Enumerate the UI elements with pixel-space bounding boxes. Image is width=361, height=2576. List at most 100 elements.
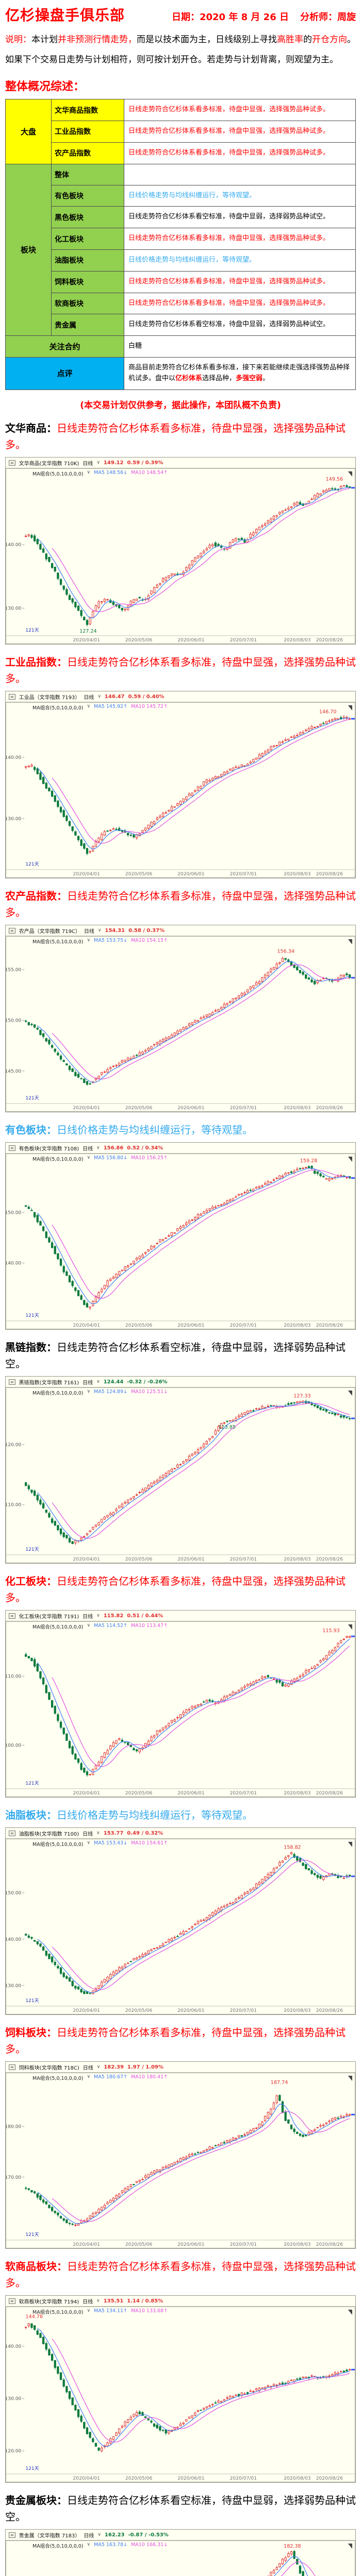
x-axis-date-label: 2020/06/01	[177, 638, 204, 643]
chevron-down-icon[interactable]: ∨	[87, 1840, 91, 1845]
ma-indicator-row: MA组合(5,0,10,0,0,0) ∨ MA5 156.80↓ MA10 156.2…	[32, 1155, 168, 1162]
x-axis-date-label: 2020/04/01	[73, 638, 100, 643]
x-axis-date-label: 2020/06/01	[177, 2476, 204, 2481]
section-name: 油脂板块：	[5, 1808, 57, 1821]
chart-header: ∞ 软商板块(文华指数 7194) 日线 ∨ 135.51 1.14 / 0.85%	[6, 2296, 355, 2307]
x-axis-date-label: 2020/08/26	[316, 2242, 343, 2247]
chart-header: ∞ 黑链指数(文华指数 7161) 日线 ∨ 124.44 -0.32 / -0.26%	[6, 1377, 355, 1387]
days-count-label: 121天	[25, 1313, 39, 1318]
chevron-down-icon[interactable]: ∨	[96, 1831, 100, 1836]
x-axis-date-label: 2020/04/01	[73, 1323, 100, 1328]
chart-plot: MA组合(5,0,10,0,0,0) ∨ MA5 163.78↓ MA10 166.3…	[6, 2540, 355, 2576]
chart-header: ∞ 化工板块(文华指数 7191) 日线 ∨ 115.82 0.51 / 0.44%	[6, 1611, 355, 1621]
chevron-down-icon[interactable]: ∨	[96, 1145, 100, 1151]
chart-plot: MA组合(5,0,10,0,0,0) ∨ MA5 145.92↑ MA10 145.7…	[6, 702, 355, 878]
ma-settings-label: MA组合(5,0,10,0,0,0)	[32, 2309, 84, 2315]
y-axis-tick-label: 130.00	[6, 2397, 21, 2402]
x-axis-date-label: 2020/06/01	[177, 1791, 204, 1796]
section-title: 有色板块：日线价格走势与均线纠缠运行，等待观望。	[5, 1122, 356, 1138]
x-axis-date-label: 2020/06/01	[177, 1557, 204, 1562]
x-axis-date-label: 2020/08/03	[284, 1323, 311, 1328]
table-group-cell: 板块	[5, 163, 52, 336]
ma5-value-label: MA5 153.75↓	[94, 937, 128, 943]
chevron-down-icon[interactable]: ∨	[96, 2064, 101, 2070]
x-axis-date-label: 2020/07/01	[230, 872, 257, 877]
chart-change-label: 0.59 / 0.40%	[128, 693, 165, 700]
y-axis-tick-label: 145.00	[6, 1069, 21, 1074]
ma-settings-label: MA组合(5,0,10,0,0,0)	[32, 1156, 84, 1162]
x-axis-date-label: 2020/08/26	[316, 1323, 343, 1328]
chart-symbol-label: 农产品（文华指数 719C）	[19, 928, 80, 935]
candles	[25, 484, 351, 626]
chevron-down-icon[interactable]: ∨	[87, 937, 91, 943]
ma-settings-label: MA组合(5,0,10,0,0,0)	[32, 2075, 84, 2081]
chevron-down-icon[interactable]: ∨	[96, 1379, 100, 1385]
ma10-value-label: MA10 180.41↑	[131, 2074, 168, 2080]
section-title: 贵金属板块：日线走势符合亿杉体系看空标准，待盘中显弱，选择弱势品种试空。	[5, 2492, 356, 2525]
section-name: 工业品指数：	[5, 655, 67, 668]
chevron-down-icon[interactable]: ∨	[97, 2532, 101, 2538]
chevron-down-icon[interactable]: ∨	[87, 469, 91, 475]
x-axis-date-label: 2020/08/26	[316, 1791, 343, 1796]
chevron-down-icon[interactable]: ∨	[87, 1155, 91, 1160]
text-segment: 说明：	[5, 35, 31, 45]
ma-settings-label: MA组合(5,0,10,0,0,0)	[32, 2543, 84, 2549]
chart-header: ∞ 贵金属（文华指数 7183） 日线 ∨ 162.23 -0.87 / -0.53%	[6, 2530, 355, 2540]
analysis-section: 油脂板块：日线价格走势与均线纠缠运行，等待观望。 ∞ 油脂板块(文华指数 7100)…	[5, 1807, 356, 2015]
chart-change-label: 0.58 / 0.37%	[128, 927, 165, 934]
table-row: 饲料板块 日线走势符合亿杉体系看多标准，待盘中显强，选择强势品种试多。	[6, 270, 356, 293]
table-desc-cell: 日线走势符合亿杉体系看多标准，待盘中显强，选择强势品种试多。	[124, 99, 356, 121]
chevron-down-icon[interactable]: ∨	[87, 1388, 91, 1394]
chevron-down-icon[interactable]: ∨	[87, 703, 91, 709]
x-axis-date-label: 2020/07/01	[230, 1323, 257, 1328]
chart-change-label: 0.52 / 0.34%	[127, 1145, 163, 1151]
table-name-cell: 饲料板块	[51, 270, 124, 293]
price-chart-panel: ∞ 软商板块(文华指数 7194) 日线 ∨ 135.51 1.14 / 0.85% MA组…	[5, 2295, 356, 2483]
price-chart-panel: ∞ 文华商品(文华指数 710K) 日线 ∨ 149.12 0.59 / 0.39% MA组…	[5, 456, 356, 645]
section-title: 化工板块：日线走势符合亿杉体系看多标准，待盘中显强，选择强势品种试多。	[5, 1573, 356, 1606]
price-chart-panel: ∞ 黑链指数(文华指数 7161) 日线 ∨ 124.44 -0.32 / -0.26% M…	[5, 1376, 356, 1564]
ma-settings-label: MA组合(5,0,10,0,0,0)	[32, 1390, 84, 1396]
chart-last-price: 124.44	[103, 1379, 124, 1385]
ma10-value-label: MA10 166.31↓	[131, 2541, 168, 2548]
chevron-down-icon[interactable]: ∨	[97, 694, 101, 700]
chevron-down-icon[interactable]: ∨	[87, 2541, 91, 2547]
analyst-label: 分析师：周旋	[300, 12, 356, 23]
table-desc-cell: 日线价格走势与均线纠缠运行，等待观望。	[124, 184, 356, 207]
chart-last-price: 156.86	[103, 1145, 124, 1151]
section-comment: 日线走势符合亿杉体系看多标准，待盘中显强，选择强势品种试多。	[5, 421, 346, 451]
x-axis-date-label: 2020/05/06	[125, 638, 153, 643]
chevron-down-icon[interactable]: ∨	[87, 2308, 91, 2313]
table-desc-cell: 日线走势符合亿杉体系看多标准，待盘中显强，选择强势品种试多。	[124, 292, 356, 315]
x-axis-date-label: 2020/08/26	[316, 1557, 343, 1562]
table-row: 软商板块 日线走势符合亿杉体系看多标准，待盘中显强，选择强势品种试多。	[6, 292, 356, 315]
text-segment: 高胜率	[277, 35, 303, 45]
y-axis-tick-label: 130.00	[6, 817, 21, 822]
table-desc-cell: 日线走势符合亿杉体系看多标准，待盘中显强，选择强势品种试多。	[124, 120, 356, 143]
x-axis-date-label: 2020/08/03	[284, 2242, 311, 2247]
x-axis-date-label: 2020/06/01	[177, 2008, 204, 2013]
table-name-cell: 化工板块	[51, 228, 124, 250]
x-axis-date-label: 2020/08/26	[316, 1106, 343, 1111]
ma5-value-label: MA5 180.67↑	[94, 2074, 128, 2080]
candlestick-chart: 170.00150.00130.00182.38121天2020/04/0120…	[6, 2540, 355, 2576]
chevron-down-icon[interactable]: ∨	[96, 460, 100, 466]
page-title: 亿杉操盘手俱乐部	[5, 7, 125, 24]
chevron-down-icon[interactable]: ∨	[96, 1613, 100, 1619]
chevron-down-icon[interactable]: ∨	[87, 1622, 91, 1628]
chevron-down-icon[interactable]: ∨	[87, 2074, 91, 2079]
chart-symbol-label: 饲料板块(文华指数 718C)	[19, 2065, 79, 2071]
section-name: 文华商品：	[5, 421, 57, 434]
analysis-section: 贵金属板块：日线走势符合亿杉体系看空标准，待盘中显弱，选择弱势品种试空。 ∞ 贵金属…	[5, 2492, 356, 2576]
x-axis-date-label: 2020/07/01	[230, 2476, 257, 2481]
chevron-down-icon[interactable]: ∨	[96, 2298, 100, 2304]
days-count-label: 121天	[25, 2232, 39, 2238]
ma10-value-label: MA10 148.54↑	[131, 469, 168, 476]
price-chart-panel: ∞ 油脂板块(文华指数 7100) 日线 ∨ 153.77 0.49 / 0.32% MA组…	[5, 1827, 356, 2015]
table-row: 有色板块 日线价格走势与均线纠缠运行，等待观望。	[6, 184, 356, 207]
ma-settings-label: MA组合(5,0,10,0,0,0)	[32, 705, 84, 711]
table-label-cell: 关注合约	[5, 335, 124, 358]
days-count-label: 121天	[25, 628, 39, 633]
chevron-down-icon[interactable]: ∨	[97, 928, 102, 934]
